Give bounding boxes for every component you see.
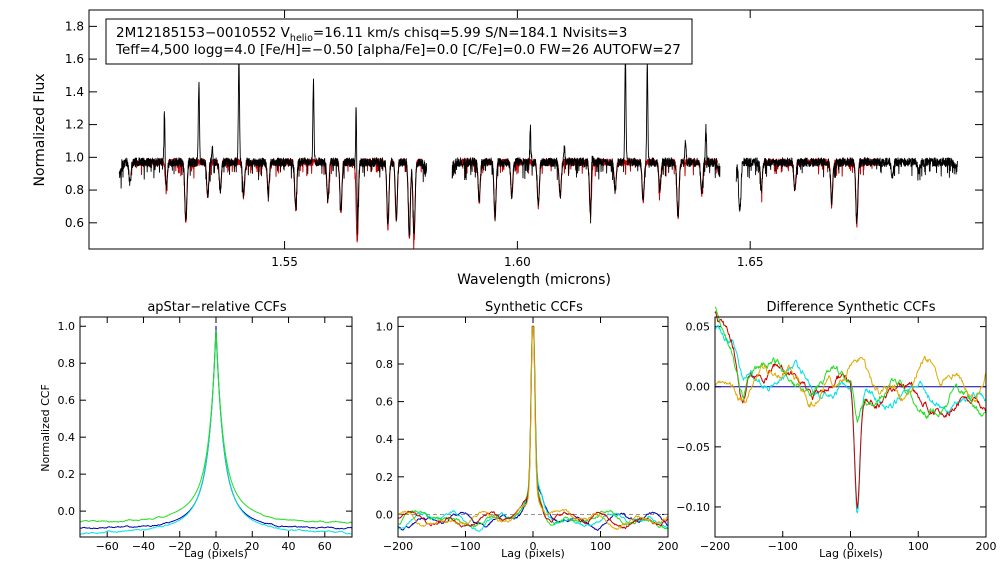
spectrum-ytick-label: 1.6: [65, 52, 84, 66]
apstar-ccf-panel: apStar−relative CCFs −60 −40 −20 0 20 40 60 0.0…: [39, 300, 353, 560]
synthetic-ccf-line-visit-3: [397, 325, 669, 530]
info-vhelio-subscript: helio: [290, 33, 313, 44]
synthetic-ccf-panel: Synthetic CCFs −200 −100 0 100 200 0.0 0.2 0.4 0…: [376, 300, 679, 560]
difference-ccf-line-visit-1-combined: [714, 311, 987, 509]
spectrum-ticks: 1.55 1.60 1.65 0.6 0.8 1.0 1.2 1.4 1.6 1.8: [65, 10, 983, 269]
apstar-ccf-xlabel: Lag (pixels): [184, 547, 248, 560]
difference-ccf-xlabel: Lag (pixels): [819, 547, 883, 560]
apstar-ccf-xtick-label: −60: [96, 540, 119, 553]
difference-ccf-ytick-label: −0.10: [676, 501, 710, 514]
difference-ccf-xtick-label: −200: [700, 540, 730, 553]
spectrum-ytick-label: 0.6: [65, 216, 84, 230]
difference-ccf-axes-frame: [714, 316, 987, 538]
difference-ccf-ytick-label: −0.05: [676, 441, 710, 454]
info-box: [105, 18, 693, 65]
synthetic-ccf-title: Synthetic CCFs: [485, 300, 583, 315]
spectrum-observed-chip-3: [735, 157, 958, 224]
difference-ccf-panel: Difference Synthetic CCFs −200 −100 0 100 20…: [676, 300, 996, 560]
apstar-ccf-series: [79, 325, 353, 535]
synthetic-ccf-ticks: −200 −100 0 100 200 0.0 0.2 0.4 0.6 0.8 1.0: [376, 317, 679, 553]
spectrum-xtick-label: 1.60: [504, 255, 531, 269]
difference-ccf-ytick-label: 0.00: [686, 381, 711, 394]
info-fit-stats: =16.11 km/s chisq=5.99 S/N=184.1 Nvisits…: [313, 25, 627, 41]
synthetic-ccf-ytick-label: 0.4: [376, 433, 394, 446]
spectrum-observed-series: [118, 49, 958, 236]
info-line-2: Teff=4,500 logg=4.0 [Fe/H]=−0.50 [alpha/…: [115, 42, 681, 58]
difference-ccf-ytick-label: 0.05: [686, 321, 711, 334]
spectrum-ytick-label: 1.2: [65, 118, 84, 132]
difference-ccf-xtick-label: 100: [908, 540, 929, 553]
difference-ccf-ticks: −200 −100 0 100 200 −0.10 −0.05 0.00 0.05: [676, 317, 997, 553]
synthetic-ccf-ytick-label: 0.8: [376, 358, 394, 371]
apstar-ccf-xtick-label: 40: [282, 540, 296, 553]
spectrum-model-segment-1: [130, 158, 423, 249]
spectrum-panel: 1.55 1.60 1.65 0.6 0.8 1.0 1.2 1.4 1.6 1.8 Wavele…: [32, 9, 984, 288]
apstar-ccf-xtick-label: −20: [168, 540, 191, 553]
synthetic-ccf-line-visit-2: [397, 325, 669, 532]
synthetic-ccf-axes-frame: [397, 316, 669, 538]
apstar-ccf-ytick-label: 1.0: [58, 320, 76, 333]
difference-ccf-line-visit-2: [714, 324, 987, 514]
apstar-ccf-ytick-label: 0.0: [58, 505, 76, 518]
apstar-ccf-ylabel: Normalized CCF: [39, 384, 52, 472]
synthetic-ccf-ytick-label: 0.0: [376, 508, 394, 521]
apstar-ccf-ytick-label: 0.8: [58, 357, 76, 370]
synthetic-ccf-ytick-label: 1.0: [376, 320, 394, 333]
apstar-ccf-ytick-label: 0.6: [58, 394, 76, 407]
synthetic-ccf-xtick-label: 200: [658, 540, 679, 553]
info-star-id: 2M12185153−0010552 V: [116, 25, 291, 41]
apstar-ccf-xtick-label: −40: [132, 540, 155, 553]
spectrum-axes-frame: [88, 9, 984, 250]
synthetic-ccf-xlabel: Lag (pixels): [501, 547, 565, 560]
spectrum-ytick-label: 1.0: [65, 150, 84, 164]
spectrum-observed-chip-1: [118, 54, 428, 236]
difference-ccf-xtick-label: 200: [976, 540, 997, 553]
synthetic-ccf-xtick-label: 100: [590, 540, 611, 553]
spectrum-model-series: [130, 158, 877, 249]
apstar-ccf-xtick-label: 0: [213, 540, 220, 553]
spectrum-ytick-label: 0.8: [65, 183, 84, 197]
difference-ccf-series: [714, 306, 987, 514]
spectrum-xtick-label: 1.65: [737, 255, 764, 269]
synthetic-ccf-ytick-label: 0.2: [376, 471, 394, 484]
spectrum-xtick-label: 1.55: [271, 255, 298, 269]
apstar-ccf-ytick-label: 0.4: [58, 431, 76, 444]
apstar-ccf-title: apStar−relative CCFs: [147, 300, 287, 315]
synthetic-ccf-series: [397, 325, 669, 532]
apstar-ccf-xtick-label: 60: [318, 540, 332, 553]
difference-ccf-xtick-label: 0: [847, 540, 854, 553]
apstar-ccf-axes-frame: [79, 316, 353, 538]
difference-ccf-title: Difference Synthetic CCFs: [766, 300, 935, 315]
apstar-ccf-line-visit-2: [79, 331, 353, 535]
synthetic-ccf-ytick-label: 0.6: [376, 396, 394, 409]
synthetic-ccf-xtick-label: −200: [383, 540, 413, 553]
info-line-1: 2M12185153−0010552 Vhelio=16.11 km/s chi…: [116, 25, 627, 44]
spectrum-xlabel: Wavelength (microns): [457, 272, 611, 288]
difference-ccf-xtick-label: −100: [768, 540, 798, 553]
difference-ccf-line-model: [714, 356, 987, 408]
apstar-ccf-line-visit-1: [79, 325, 353, 530]
apstar-ccf-xtick-label: 20: [245, 540, 259, 553]
spectrum-ytick-label: 1.8: [65, 19, 84, 33]
spectrum-ylabel: Normalized Flux: [32, 74, 48, 187]
synthetic-ccf-xtick-label: −100: [450, 540, 480, 553]
apstar-ccf-line-visit-3: [79, 329, 353, 524]
difference-ccf-line-visit-3: [714, 306, 987, 423]
apstar-ccf-ticks: −60 −40 −20 0 20 40 60 0.0 0.2 0.4 0.6 0.8 1.0: [58, 317, 352, 553]
synthetic-ccf-xtick-label: 0: [530, 540, 537, 553]
spectrum-observed-chip-2: [451, 49, 721, 224]
spectrum-ytick-label: 1.4: [65, 85, 84, 99]
synthetic-ccf-line-model: [397, 325, 669, 530]
apstar-ccf-ytick-label: 0.2: [58, 468, 76, 481]
synthetic-ccf-line-combined: [397, 325, 669, 530]
synthetic-ccf-line-visit-1: [397, 325, 669, 531]
